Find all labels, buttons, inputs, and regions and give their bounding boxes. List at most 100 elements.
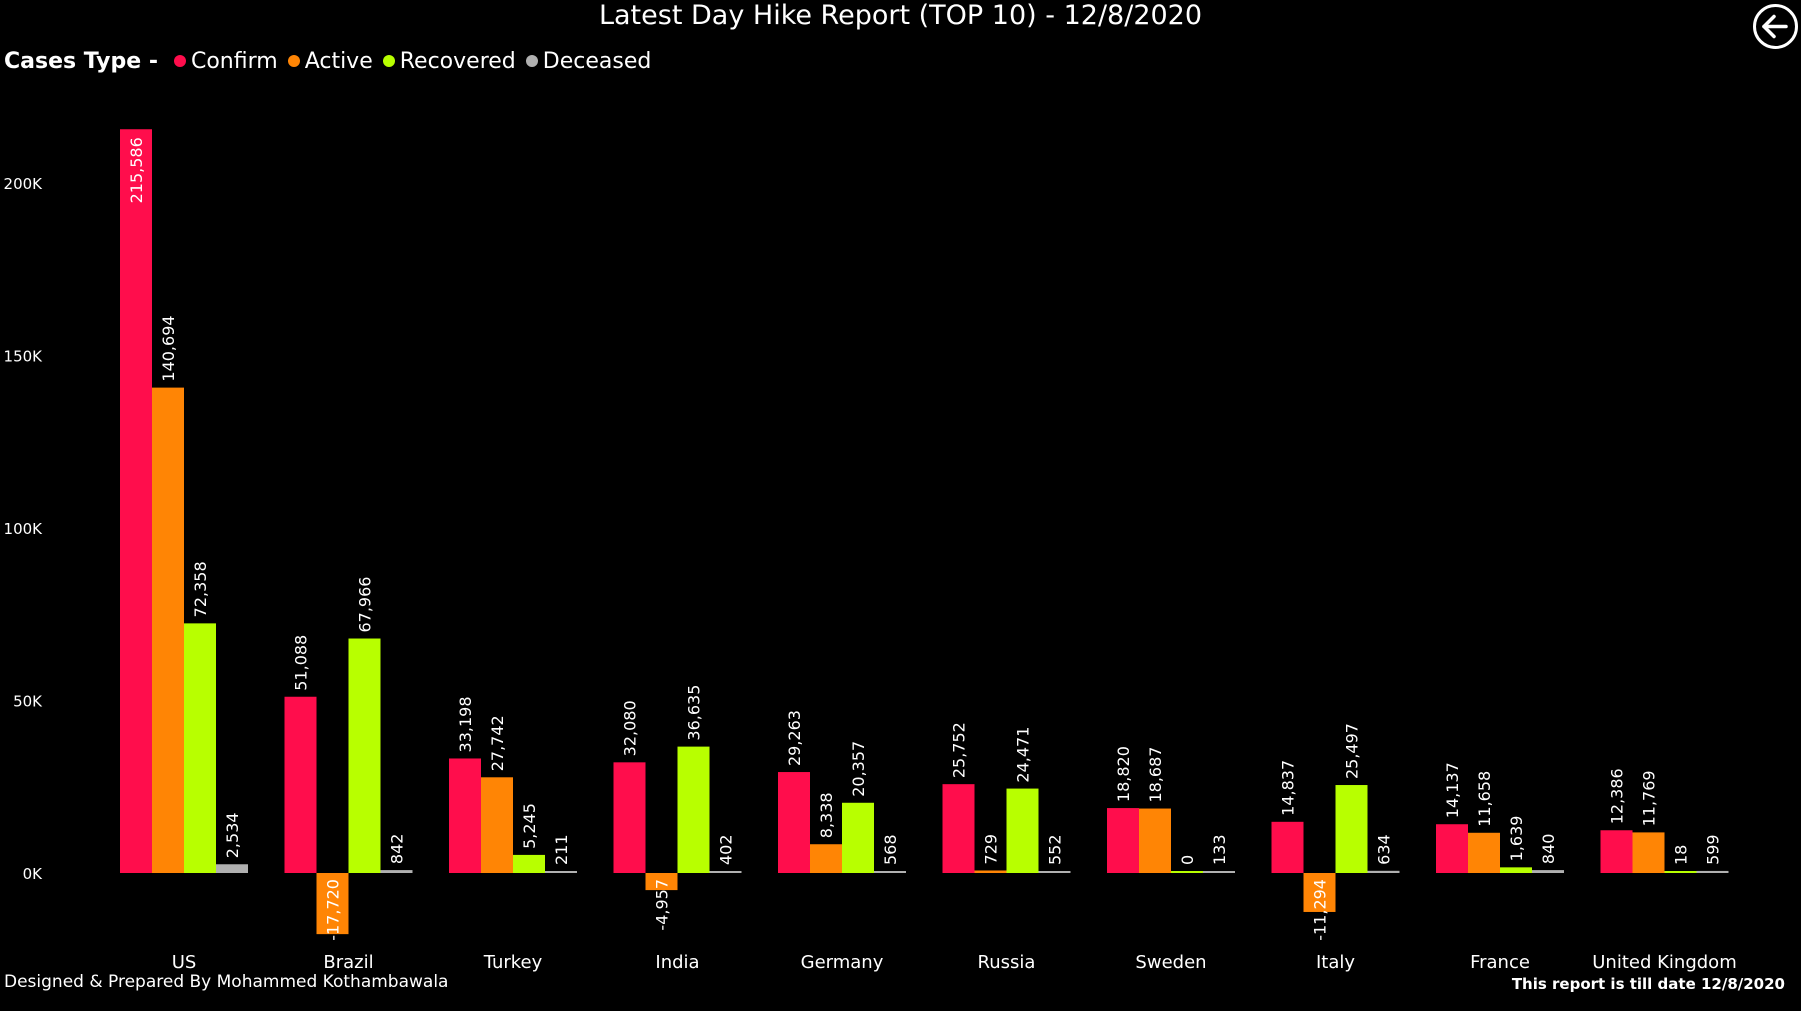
bar-recovered[interactable]	[1006, 788, 1039, 873]
legend-dot-deceased	[525, 55, 538, 67]
data-label-active: 140,694	[159, 315, 178, 381]
bar-confirm[interactable]	[778, 772, 810, 873]
bar-confirm[interactable]	[120, 129, 152, 874]
data-label-active: -11,294	[1311, 879, 1330, 941]
bar-confirm[interactable]	[613, 762, 646, 873]
bar-recovered[interactable]	[1171, 871, 1203, 873]
x-category-label: Russia	[978, 952, 1036, 973]
data-label-confirm: 29,263	[785, 710, 804, 766]
data-label-confirm: 12,386	[1608, 768, 1627, 824]
bar-deceased[interactable]	[1367, 870, 1400, 873]
data-label-confirm: 25,752	[950, 722, 969, 778]
legend-dot-active	[287, 55, 300, 67]
x-category-label: Turkey	[483, 952, 543, 973]
data-label-active: 729	[982, 834, 1001, 865]
bar-active[interactable]	[1139, 808, 1171, 873]
data-label-confirm: 51,088	[292, 635, 311, 691]
data-label-deceased: 133	[1210, 834, 1229, 865]
data-label-deceased: 568	[881, 834, 900, 865]
bar-confirm[interactable]	[284, 696, 317, 873]
bar-active[interactable]	[152, 387, 184, 873]
x-category-label: Italy	[1316, 952, 1355, 973]
y-tick-label: 0K	[23, 865, 44, 883]
bar-deceased[interactable]	[874, 871, 906, 873]
bar-active[interactable]	[810, 844, 842, 873]
legend-label-confirm: Confirm	[190, 48, 278, 74]
legend-title: Cases Type -	[4, 48, 158, 74]
data-label-active: 11,658	[1475, 771, 1494, 827]
data-label-active: -17,720	[324, 879, 343, 941]
bar-confirm[interactable]	[1271, 821, 1304, 873]
bar-recovered[interactable]	[1500, 867, 1532, 873]
legend-item-confirm[interactable]: Confirm	[173, 48, 278, 74]
data-label-recovered: 20,357	[849, 741, 868, 797]
bar-deceased[interactable]	[545, 871, 577, 873]
data-label-recovered: 72,358	[191, 561, 210, 617]
bar-recovered[interactable]	[513, 854, 545, 873]
chart-legend: Cases Type - Confirm Active Recovered De…	[4, 46, 661, 76]
data-label-confirm: 14,837	[1279, 760, 1298, 816]
bar-active[interactable]	[1632, 832, 1665, 873]
footer-credit: Designed & Prepared By Mohammed Kothamba…	[4, 972, 449, 992]
x-category-label: US	[172, 952, 197, 973]
data-label-confirm: 33,198	[456, 696, 475, 752]
legend-item-deceased[interactable]: Deceased	[525, 48, 652, 74]
bar-active[interactable]	[316, 873, 349, 935]
bar-deceased[interactable]	[1203, 871, 1235, 873]
legend-item-recovered[interactable]: Recovered	[382, 48, 516, 74]
data-label-recovered: 36,635	[685, 685, 704, 741]
bar-confirm[interactable]	[449, 758, 481, 873]
data-label-recovered: 18	[1672, 845, 1691, 865]
x-category-label: India	[655, 952, 699, 973]
bar-recovered[interactable]	[348, 638, 381, 873]
back-button[interactable]	[1752, 3, 1799, 50]
legend-dot-recovered	[382, 55, 395, 67]
bar-recovered[interactable]	[1335, 785, 1368, 873]
data-label-active: -4,957	[653, 879, 672, 931]
data-label-deceased: 2,534	[223, 812, 242, 858]
bar-deceased[interactable]	[709, 871, 742, 873]
bar-active[interactable]	[481, 777, 513, 873]
bar-recovered[interactable]	[1664, 871, 1697, 873]
data-label-recovered: 5,245	[520, 803, 539, 849]
data-label-active: 27,742	[488, 715, 507, 771]
bar-active[interactable]	[974, 870, 1007, 873]
bar-confirm[interactable]	[1107, 808, 1139, 873]
legend-label-deceased: Deceased	[542, 48, 652, 74]
bar-confirm[interactable]	[942, 784, 975, 873]
bar-deceased[interactable]	[380, 870, 413, 873]
legend-dot-confirm	[173, 55, 186, 67]
bar-active[interactable]	[1468, 832, 1500, 873]
bar-confirm[interactable]	[1600, 830, 1633, 873]
legend-label-active: Active	[304, 48, 373, 74]
data-label-deceased: 634	[1375, 834, 1394, 865]
data-label-deceased: 840	[1539, 834, 1558, 865]
bar-recovered[interactable]	[677, 746, 710, 873]
data-label-deceased: 211	[552, 834, 571, 865]
bar-deceased[interactable]	[216, 864, 248, 873]
y-tick-label: 200K	[4, 175, 44, 193]
data-label-active: 8,338	[817, 792, 836, 838]
bar-active[interactable]	[645, 873, 678, 891]
bar-deceased[interactable]	[1696, 870, 1729, 873]
data-label-recovered: 0	[1178, 855, 1197, 865]
data-label-active: 11,769	[1640, 770, 1659, 826]
x-category-label: France	[1470, 952, 1530, 973]
report-title: Latest Day Hike Report (TOP 10) - 12/8/2…	[598, 0, 1203, 31]
y-tick-label: 100K	[4, 520, 44, 538]
legend-label-recovered: Recovered	[399, 48, 516, 74]
bar-deceased[interactable]	[1038, 871, 1071, 873]
data-label-deceased: 599	[1704, 834, 1723, 865]
data-label-recovered: 24,471	[1014, 727, 1033, 783]
legend-item-active[interactable]: Active	[287, 48, 373, 74]
data-label-confirm: 18,820	[1114, 746, 1133, 802]
x-category-label: United Kingdom	[1592, 952, 1736, 973]
x-category-label: Brazil	[323, 952, 373, 973]
bar-recovered[interactable]	[842, 802, 874, 873]
bar-deceased[interactable]	[1532, 870, 1564, 873]
bar-recovered[interactable]	[184, 623, 216, 873]
bar-confirm[interactable]	[1436, 824, 1468, 873]
bar-active[interactable]	[1303, 873, 1336, 912]
data-label-recovered: 1,639	[1507, 816, 1526, 862]
